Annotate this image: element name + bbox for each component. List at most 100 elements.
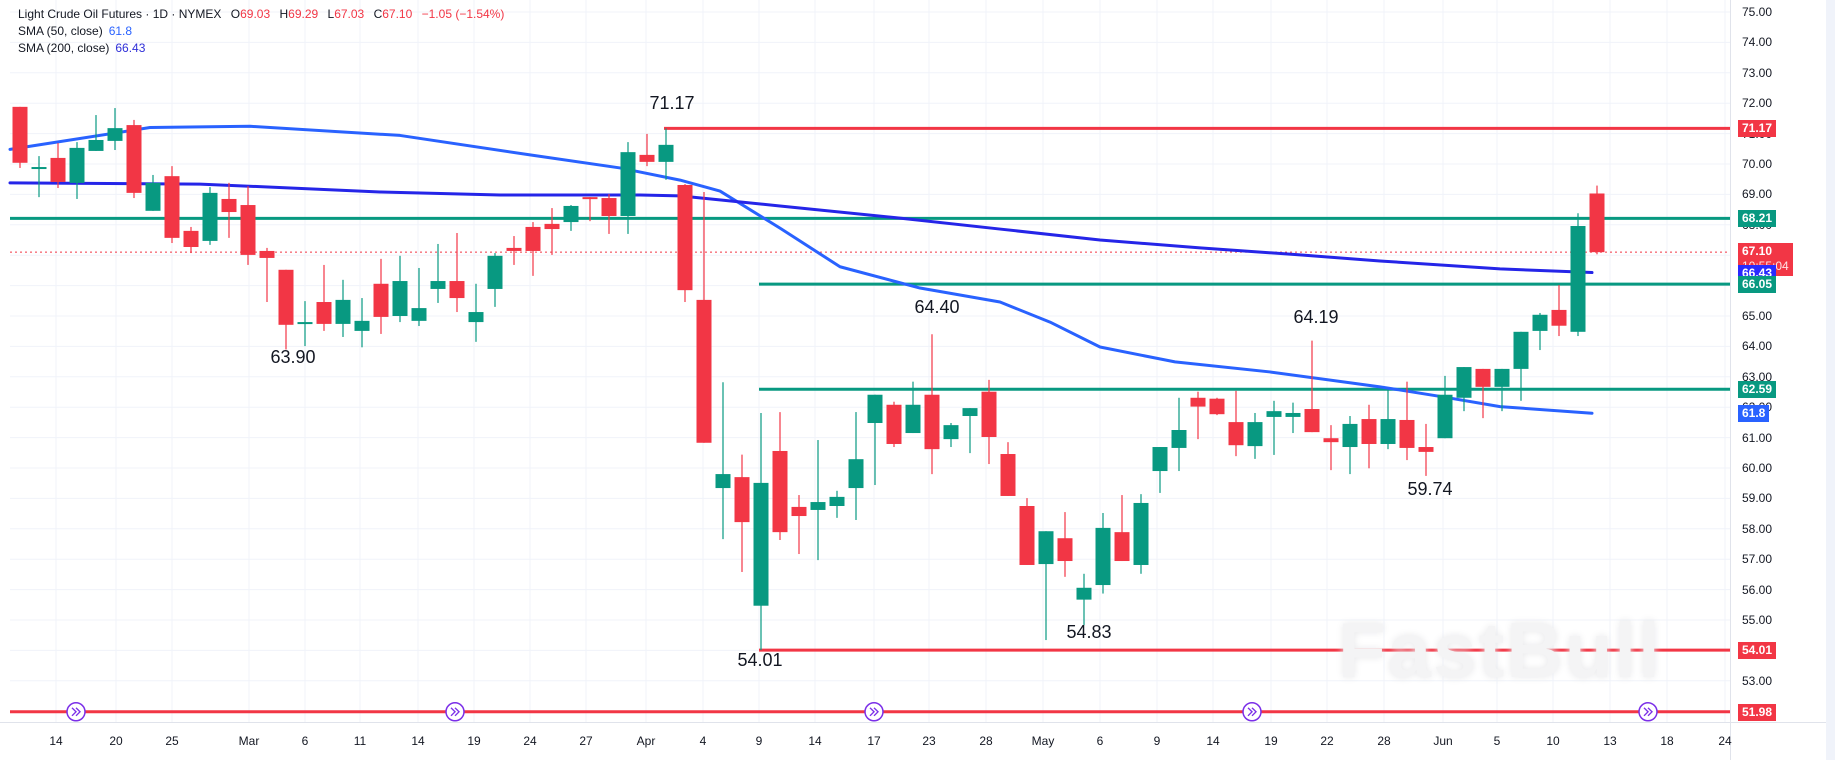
change-value: −1.05 (−1.54%)	[421, 7, 505, 21]
candle-body	[1057, 538, 1073, 562]
candle-body	[164, 176, 180, 238]
symbol-title[interactable]: Light Crude Oil Futures · 1D · NYMEX	[18, 7, 222, 21]
candle-body	[1494, 368, 1510, 387]
candle-body	[1342, 423, 1358, 448]
candle-body	[1513, 331, 1529, 369]
candle-body	[1399, 419, 1415, 448]
price-annotation-label: 59.74	[1407, 479, 1453, 499]
sma50-legend-row[interactable]: SMA (50, close) 61.8	[18, 23, 504, 40]
sma200-legend-value: 66.43	[115, 41, 146, 55]
candle-body	[259, 250, 275, 258]
high-value: 69.29	[288, 7, 319, 21]
date-tick-label: 9	[1153, 734, 1161, 748]
candle-body	[715, 474, 731, 489]
candle-body	[1266, 411, 1282, 417]
date-tick-label: 9	[755, 734, 763, 748]
candle-body	[88, 139, 104, 151]
date-tick-label: 19	[1264, 734, 1278, 748]
candle-body	[1589, 193, 1605, 253]
date-tick-label: Apr	[636, 734, 656, 748]
candle-body	[487, 255, 503, 289]
candle-body	[1304, 409, 1320, 433]
price-annotation-label: 63.90	[270, 347, 316, 367]
candle-body	[316, 302, 332, 324]
candle-body	[430, 281, 446, 289]
level-62-59-box: 62.59	[1738, 381, 1777, 399]
date-tick-label: 6	[301, 734, 309, 748]
open-label: O	[230, 7, 241, 21]
candle-body	[1171, 430, 1187, 448]
price-annotation-label: 64.19	[1293, 307, 1339, 327]
candle-body	[1247, 422, 1263, 447]
candle-body	[962, 408, 978, 417]
candle-body	[734, 477, 750, 523]
price-tick-label: 57.00	[1742, 552, 1773, 567]
candle-body	[981, 391, 997, 437]
price-tick-label: 55.00	[1742, 613, 1773, 627]
sma50-legend-value: 61.8	[108, 24, 133, 38]
candle-body	[696, 299, 712, 443]
candle-body	[677, 184, 693, 291]
candle-body	[943, 425, 959, 440]
candle-body	[1209, 398, 1225, 415]
date-tick-label: 27	[579, 734, 593, 748]
candle-body	[867, 394, 883, 424]
candle-body	[1038, 531, 1054, 565]
low-value: 67.03	[334, 7, 365, 21]
double-chevron-icon	[1643, 707, 1653, 717]
price-tick-label: 60.00	[1742, 461, 1773, 475]
date-tick-label: Mar	[238, 734, 260, 748]
price-tick-label: 64.00	[1742, 339, 1773, 354]
candle-body	[373, 283, 389, 317]
candle-body	[1570, 226, 1586, 332]
price-annotation-label: 71.17	[649, 93, 695, 113]
date-tick-label: 25	[165, 734, 179, 748]
price-tick-label: 72.00	[1742, 96, 1773, 111]
price-tick-label: 53.00	[1742, 673, 1773, 688]
level-66-05-box: 66.05	[1738, 276, 1777, 294]
candle-body	[772, 450, 788, 533]
price-tick-label: 73.00	[1742, 65, 1773, 80]
candle-body	[506, 247, 522, 251]
date-tick-label: 14	[808, 734, 822, 748]
price-tick-label: 56.00	[1742, 582, 1773, 597]
date-tick-label: 18	[1660, 734, 1674, 748]
candle-body	[639, 154, 655, 162]
sma200-label: SMA (200, close)	[18, 41, 110, 55]
candle-body	[183, 230, 199, 247]
sma200-legend-row[interactable]: SMA (200, close) 66.43	[18, 40, 504, 57]
candle-body	[411, 308, 427, 321]
time-axis-divider	[0, 722, 1830, 723]
price-annotation-label: 54.83	[1066, 622, 1112, 642]
candle-body	[810, 502, 826, 510]
price-annotation-label: 54.01	[737, 650, 783, 670]
price-tick-label: 74.00	[1742, 35, 1773, 50]
price-tick-label: 65.00	[1742, 309, 1773, 323]
candle-body	[297, 322, 313, 325]
candle-body	[1475, 368, 1491, 387]
candle-body	[1456, 367, 1472, 398]
date-tick-label: Jun	[1433, 734, 1453, 748]
candle-body	[905, 404, 921, 434]
date-tick-label: 5	[1493, 734, 1501, 748]
sma50-label: SMA (50, close)	[18, 24, 103, 38]
last-price-value: 67.10	[1742, 244, 1773, 259]
candle-body	[1418, 447, 1434, 452]
candle-body	[145, 182, 161, 211]
price-tick-label: 63.00	[1742, 369, 1773, 384]
level-68-21-box: 68.21	[1738, 210, 1777, 228]
date-tick-label: 17	[867, 734, 881, 748]
candle-body	[392, 281, 408, 316]
high-label: H	[279, 7, 289, 21]
candle-body	[620, 152, 636, 216]
candle-body	[1323, 438, 1339, 443]
candle-body	[12, 106, 28, 163]
candle-body	[240, 205, 256, 255]
price-tick-label: 58.00	[1742, 521, 1773, 536]
candle-body	[544, 223, 560, 230]
double-chevron-icon	[1247, 707, 1257, 717]
level-51-98-box: 51.98	[1738, 703, 1777, 721]
sma200-line	[8, 181, 1594, 275]
